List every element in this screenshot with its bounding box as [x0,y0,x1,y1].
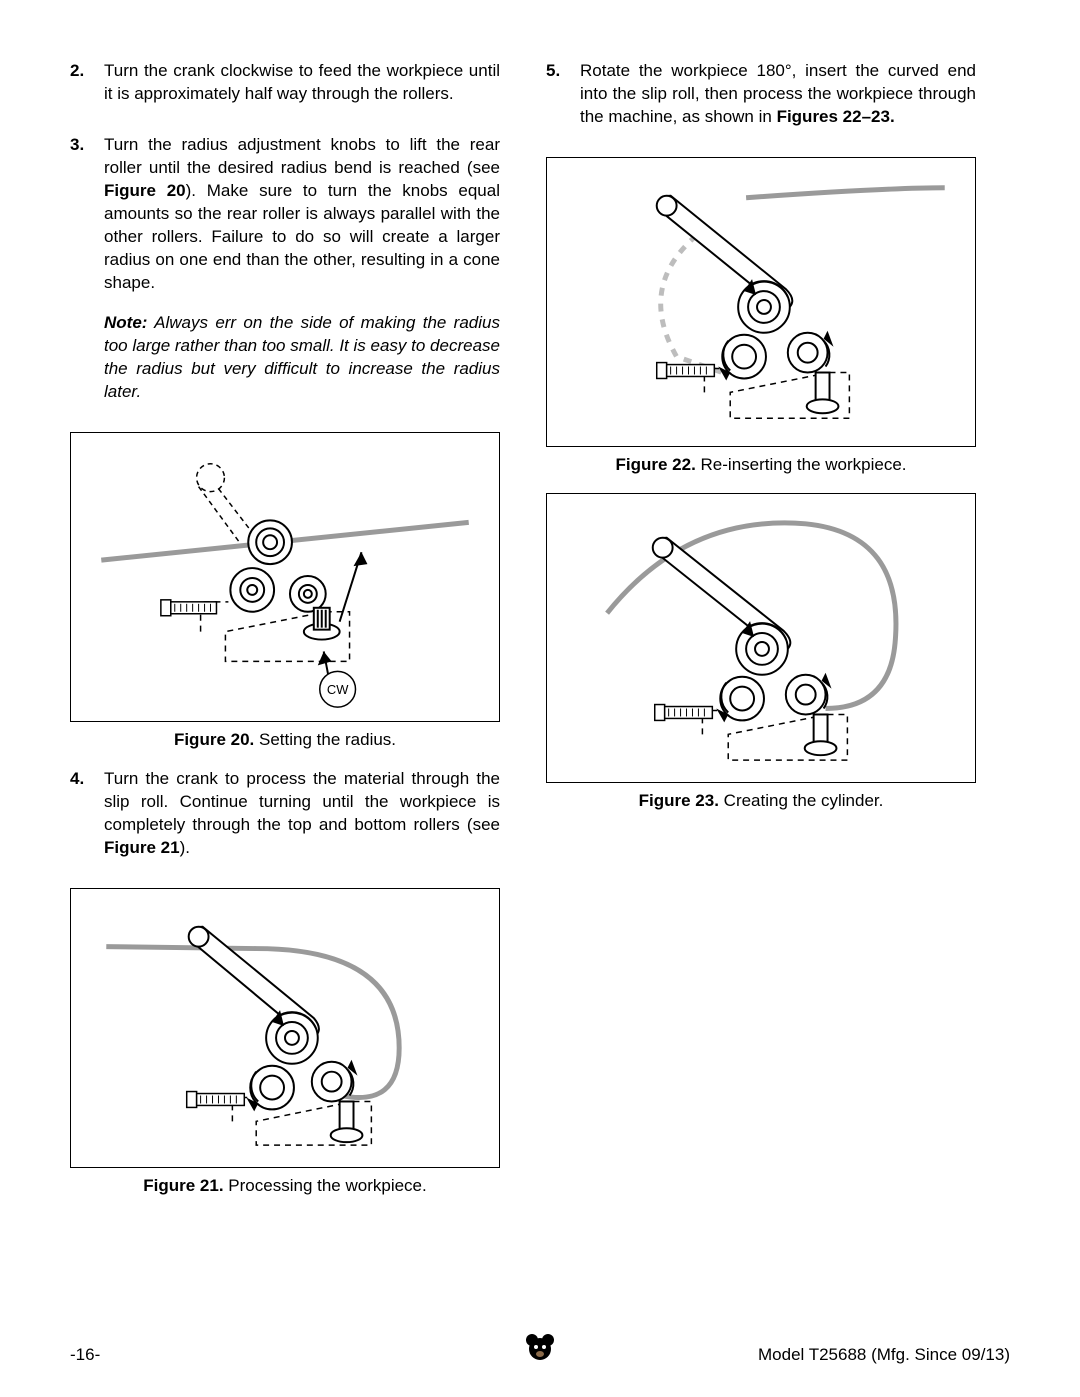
figure-22: Figure 22. Re-inserting the workpiece. [546,157,976,475]
figure-box [546,157,976,447]
figure-box [70,888,500,1168]
figure-caption: Figure 22. Re-inserting the workpiece. [546,455,976,475]
step-number: 2. [70,60,104,106]
figure-ref: Figures 22–23. [777,107,895,126]
step-3: 3. Turn the radius adjustment knobs to l… [70,134,500,404]
caption-bold: Figure 22. [615,455,695,474]
caption-rest: Setting the radius. [254,730,396,749]
right-column: 5. Rotate the workpiece 180°, insert the… [546,60,976,1214]
caption-rest: Processing the workpiece. [224,1176,427,1195]
figure-caption: Figure 20. Setting the radius. [70,730,500,750]
diagram-processing [71,889,499,1167]
svg-text:CW: CW [327,682,349,697]
text-pre: Turn the radius adjustment knobs to lift… [104,135,500,177]
caption-bold: Figure 23. [639,791,719,810]
manual-page: 2. Turn the crank clockwise to feed the … [0,0,1080,1397]
note-label: Note: [104,313,147,332]
step-number: 3. [70,134,104,404]
figure-20: CW Figure 20. Setting the radius. [70,432,500,750]
step-4: 4. Turn the crank to process the materia… [70,768,500,860]
note-text: Always err on the side of making the rad… [104,313,500,401]
diagram-creating-cylinder [547,494,975,782]
figure-caption: Figure 23. Creating the cylinder. [546,791,976,811]
diagram-reinserting [547,158,975,446]
figure-ref: Figure 21 [104,838,180,857]
page-number: -16- [70,1345,100,1365]
step-text: Rotate the workpiece 180°, insert the cu… [580,60,976,129]
caption-rest: Re-inserting the workpiece. [696,455,907,474]
step-2: 2. Turn the crank clockwise to feed the … [70,60,500,106]
step-number: 5. [546,60,580,129]
two-column-layout: 2. Turn the crank clockwise to feed the … [70,60,1010,1214]
figure-caption: Figure 21. Processing the workpiece. [70,1176,500,1196]
step-text: Turn the radius adjustment knobs to lift… [104,134,500,404]
caption-rest: Creating the cylinder. [719,791,883,810]
note-block: Note: Always err on the side of making t… [104,312,500,404]
figure-21: Figure 21. Processing the workpiece. [70,888,500,1196]
caption-bold: Figure 20. [174,730,254,749]
step-text: Turn the crank to process the material t… [104,768,500,860]
text-pre: Turn the crank to process the material t… [104,769,500,834]
model-info: Model T25688 (Mfg. Since 09/13) [758,1345,1010,1365]
caption-bold: Figure 21. [143,1176,223,1195]
figure-box: CW [70,432,500,722]
step-number: 4. [70,768,104,860]
step-text: Turn the crank clockwise to feed the wor… [104,60,500,106]
diagram-setting-radius: CW [71,433,499,721]
figure-ref: Figure 20 [104,181,186,200]
text-post: ). [180,838,190,857]
figure-23: Figure 23. Creating the cylinder. [546,493,976,811]
page-footer: -16- Model T25688 (Mfg. Since 09/13) [70,1345,1010,1365]
footer-logo-icon [523,1330,557,1369]
left-column: 2. Turn the crank clockwise to feed the … [70,60,500,1214]
step-5: 5. Rotate the workpiece 180°, insert the… [546,60,976,129]
figure-box [546,493,976,783]
